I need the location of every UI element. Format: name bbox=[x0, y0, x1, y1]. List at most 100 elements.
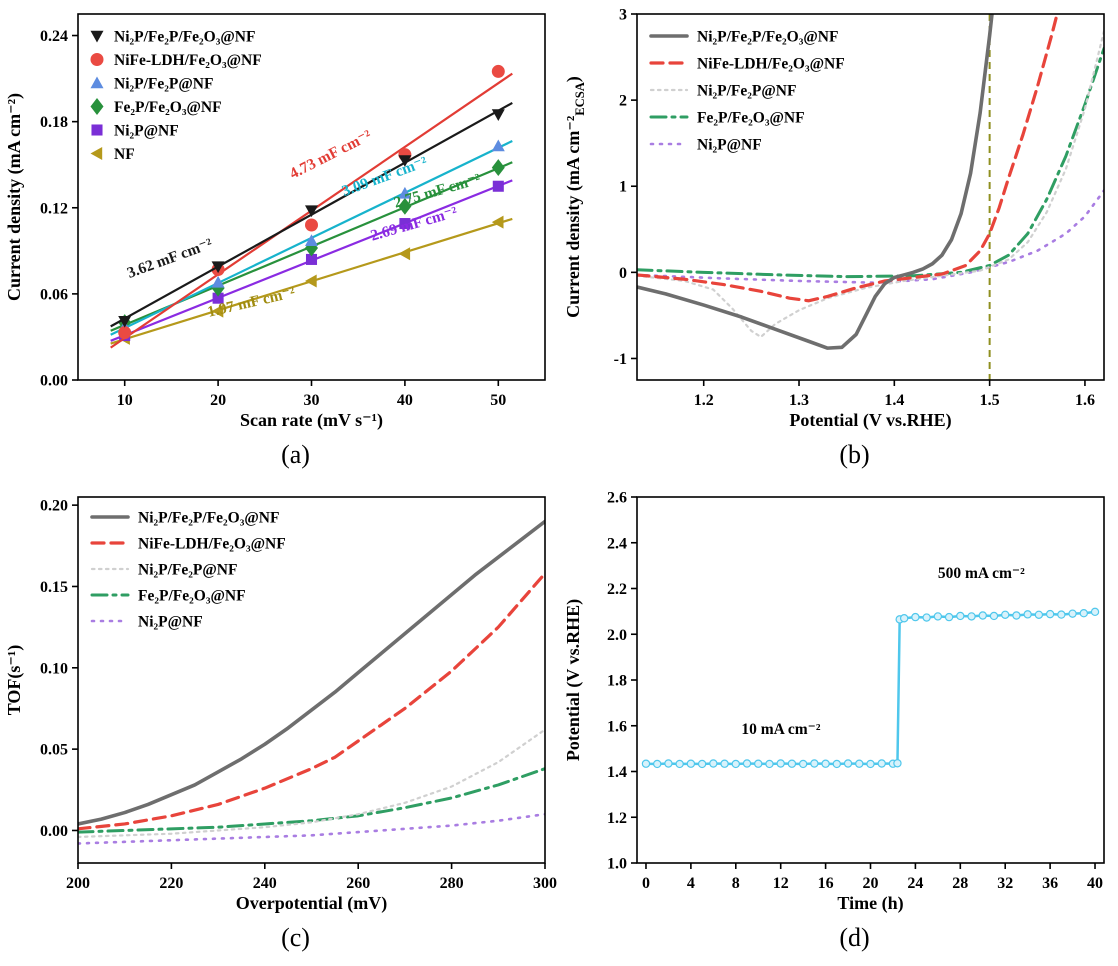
triangle-left-marker bbox=[211, 304, 224, 318]
circle-marker bbox=[821, 759, 830, 768]
circle-marker bbox=[911, 612, 920, 622]
x-tick-label: 1.2 bbox=[694, 392, 714, 409]
circle-marker bbox=[933, 612, 943, 621]
series bbox=[637, 189, 1104, 284]
series bbox=[637, 14, 994, 350]
x-tick-label: 40 bbox=[1087, 875, 1103, 892]
circle-marker bbox=[709, 759, 718, 768]
plot-area-c bbox=[78, 519, 545, 845]
circle-marker bbox=[118, 326, 132, 340]
x-tick-label: 16 bbox=[818, 875, 834, 892]
panel-d: 0 4 8 12 16 20 24 28 32 36 40 1.0 1.2 1.4 1.6 1.8 2.0 2.2… bbox=[559, 483, 1118, 966]
y-tick-label: 0.10 bbox=[40, 660, 68, 677]
legend-label: Ni₂P/Fe₂P@NF bbox=[138, 562, 237, 579]
triangle-up-marker bbox=[398, 186, 412, 199]
triangle-left-marker bbox=[491, 215, 504, 229]
y-tick-label: 2.6 bbox=[607, 490, 627, 507]
annotation: 10 mA cm⁻² bbox=[741, 721, 820, 738]
series bbox=[637, 14, 1059, 303]
legend-label: Ni₂P@NF bbox=[138, 614, 203, 631]
circle-marker bbox=[1012, 611, 1021, 620]
series bbox=[110, 101, 513, 328]
plot-area-a bbox=[110, 64, 513, 349]
legend-label: Ni₂P@NF bbox=[697, 137, 762, 154]
circle-marker bbox=[1090, 607, 1100, 617]
y-axis-label: Current density (mA cm⁻²ECSA) bbox=[563, 76, 587, 318]
circle-marker bbox=[978, 611, 987, 620]
legend-label: Ni₂P/Fe₂P@NF bbox=[114, 76, 213, 93]
series-line bbox=[78, 812, 545, 845]
x-tick-label: 28 bbox=[952, 875, 968, 892]
circle-marker bbox=[877, 759, 886, 768]
y-tick-label: -1 bbox=[614, 351, 627, 368]
panel-b-caption: (b) bbox=[839, 440, 870, 469]
circle-marker bbox=[491, 64, 505, 78]
x-tick-label: 50 bbox=[490, 392, 506, 409]
series bbox=[110, 179, 513, 342]
y-tick-label: 0.24 bbox=[40, 28, 68, 45]
circle-marker bbox=[1079, 609, 1088, 618]
series bbox=[78, 812, 545, 845]
x-tick-label: 8 bbox=[732, 875, 740, 892]
x-axis-label: Time (h) bbox=[837, 893, 903, 914]
triangle-down-marker bbox=[305, 205, 318, 218]
circle-marker bbox=[653, 759, 662, 769]
legend-label: NiFe-LDH/Fe₂O₃@NF bbox=[114, 52, 262, 69]
plot-frame bbox=[636, 13, 1105, 381]
y-tick-label: 2.4 bbox=[607, 535, 627, 552]
circle-marker bbox=[893, 759, 902, 768]
y-tick-label: 0.15 bbox=[40, 579, 68, 596]
circle-marker bbox=[90, 53, 104, 66]
x-tick-label: 20 bbox=[210, 392, 226, 409]
x-tick-label: 12 bbox=[773, 875, 789, 892]
y-axis-label: Current density (mA cm⁻²) bbox=[4, 93, 25, 301]
plot-area-d bbox=[641, 607, 1100, 769]
triangle-up-marker bbox=[305, 234, 318, 246]
legend-label: NF bbox=[114, 146, 135, 163]
square-marker bbox=[91, 124, 103, 136]
y-tick-label: 2.2 bbox=[607, 581, 627, 598]
x-tick-label: 10 bbox=[117, 392, 133, 409]
y-tick-label: 2.0 bbox=[607, 627, 627, 644]
series-line bbox=[637, 30, 1104, 339]
triangle-up-marker bbox=[491, 139, 505, 152]
legend-label: Ni₂P/Fe₂P/Fe₂O₃@NF bbox=[114, 29, 255, 46]
legend-label: NiFe-LDH/Fe₂O₃@NF bbox=[138, 536, 286, 553]
series bbox=[78, 767, 545, 834]
panel-c-caption: (c) bbox=[281, 923, 310, 952]
y-tick-label: 1 bbox=[619, 179, 627, 196]
y-tick-label: 2 bbox=[619, 93, 627, 110]
circle-marker bbox=[967, 612, 976, 621]
circle-marker bbox=[1057, 610, 1066, 619]
plot-frame bbox=[77, 496, 546, 864]
circle-marker bbox=[944, 612, 954, 622]
y-tick-label: 0 bbox=[619, 265, 627, 282]
legend-label: Fe₂P/Fe₂O₃@NF bbox=[697, 110, 805, 127]
panel-a-caption: (a) bbox=[281, 440, 310, 469]
circle-marker bbox=[731, 759, 740, 769]
y-tick-label: 0.12 bbox=[40, 200, 68, 217]
x-tick-label: 24 bbox=[907, 875, 923, 892]
x-axis-label: Scan rate (mV s⁻¹) bbox=[240, 410, 383, 431]
x-tick-label: 200 bbox=[66, 875, 90, 892]
y-axis-label: Potential (V vs.RHE) bbox=[563, 599, 584, 761]
legend: Ni₂P/Fe₂P/Fe₂O₃@NF NiFe-LDH/Fe₂O₃@NF Ni₂P/… bbox=[90, 510, 286, 631]
y-tick-label: 1.4 bbox=[607, 764, 627, 781]
panel-a: 10 20 30 40 50 0.00 0.06 0.12 0.18 0.24 Scan rate … bbox=[0, 0, 559, 483]
plot-area-b bbox=[637, 14, 1104, 380]
circle-marker bbox=[989, 611, 999, 621]
annotation: 500 mA cm⁻² bbox=[938, 565, 1025, 582]
y-tick-label: 0.00 bbox=[40, 823, 68, 840]
circle-marker bbox=[686, 759, 696, 768]
y-tick-label: 0.00 bbox=[40, 373, 68, 390]
triangle-left-marker bbox=[398, 247, 411, 261]
triangle-left-marker bbox=[90, 147, 103, 160]
circle-marker bbox=[1068, 609, 1077, 618]
circle-marker bbox=[855, 759, 864, 768]
circle-marker bbox=[697, 759, 707, 769]
x-tick-label: 4 bbox=[687, 875, 695, 892]
series-line bbox=[78, 728, 545, 839]
legend-label: Ni₂P@NF bbox=[114, 123, 179, 140]
circle-marker bbox=[922, 613, 931, 622]
